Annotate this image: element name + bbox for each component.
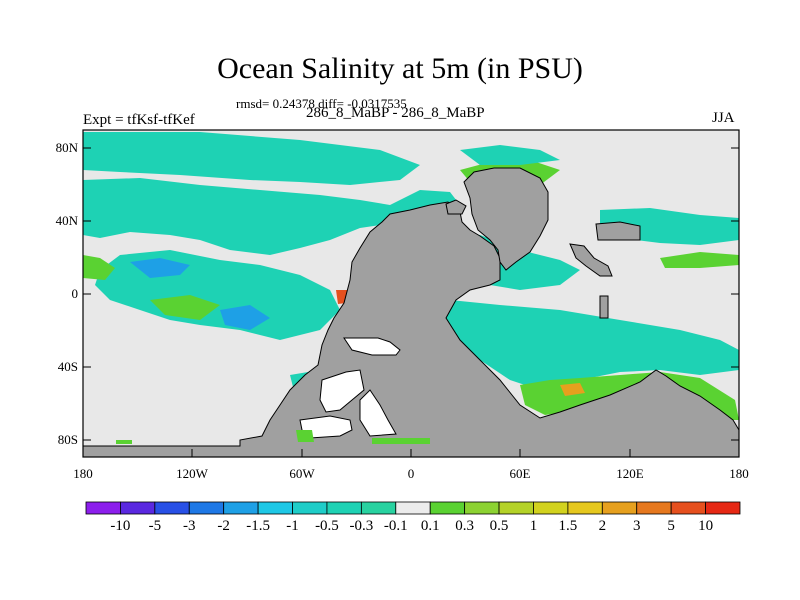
anomaly-patch <box>460 145 560 165</box>
x-tick-label: 0 <box>407 466 415 481</box>
colorbar-swatch <box>292 501 328 515</box>
land-mask <box>82 167 740 458</box>
colorbar-swatch <box>326 501 362 515</box>
colorbar-label: -10 <box>110 518 131 534</box>
colorbar-swatch <box>670 501 706 515</box>
colorbar-label: -0.5 <box>315 518 339 534</box>
colorbar-swatch <box>464 501 500 515</box>
colorbar-swatch <box>154 501 190 515</box>
salinity-anomaly-field <box>83 132 739 440</box>
land-polygon <box>82 201 740 458</box>
x-tick-label: 60E <box>509 466 531 481</box>
land-polygon <box>463 167 549 271</box>
colorbar-swatch <box>567 501 603 515</box>
land-polygon <box>599 295 609 319</box>
anomaly-patch <box>83 255 115 280</box>
anomaly-patch <box>116 440 132 444</box>
y-tick-label: 40S <box>57 359 78 374</box>
anomaly-patch <box>130 258 190 278</box>
colorbar-swatch <box>429 501 466 515</box>
colorbar-label: 0.3 <box>455 518 474 534</box>
colorbar-swatch <box>188 501 225 515</box>
colorbar-swatch <box>360 501 397 515</box>
colorbar-label: 5 <box>667 518 675 534</box>
anomaly-patch <box>83 132 420 185</box>
nodata-region <box>359 389 397 437</box>
coastal-anomalies <box>116 430 430 444</box>
colorbar-swatch <box>498 501 534 515</box>
anomaly-patch <box>445 300 739 390</box>
colorbar-label: -1 <box>286 518 299 534</box>
colorbar-swatch <box>120 501 156 515</box>
colorbar-label: -2 <box>217 518 230 534</box>
colorbar-swatch <box>601 501 638 515</box>
anomaly-patch <box>150 295 220 320</box>
colorbar-label: -1.5 <box>246 518 270 534</box>
colorbar-swatch <box>636 501 672 515</box>
anomaly-patch <box>660 252 739 268</box>
nodata-region <box>343 337 401 356</box>
colorbar-label: -5 <box>148 518 162 534</box>
comparison-label: 286_8_MaBP - 286_8_MaBP <box>306 105 485 121</box>
y-axis-ticks <box>83 147 739 441</box>
y-tick-label: 80S <box>57 432 78 447</box>
colorbar-label: 3 <box>632 518 641 534</box>
colorbar-swatch <box>257 501 293 515</box>
experiment-label: Expt = tfKsf-tfKef <box>83 112 195 128</box>
colorbar-label: 1 <box>529 518 538 534</box>
nodata-region <box>319 369 365 413</box>
season-label: JJA <box>712 110 735 126</box>
rmsd-diff-subtitle: rmsd= 0.24378 diff= -0.0317535 <box>236 96 407 111</box>
land-polygon <box>569 243 613 277</box>
y-tick-label: 80N <box>55 140 78 155</box>
colorbar-swatch <box>85 501 121 515</box>
colorbar-label: -3 <box>183 518 196 534</box>
x-axis-ticks <box>82 449 740 457</box>
y-tick-label: 40N <box>55 213 78 228</box>
x-tick-label: 180 <box>73 466 93 481</box>
anomaly-patch <box>296 430 314 442</box>
colorbar-label: -0.1 <box>383 518 408 534</box>
anomaly-patch <box>83 178 460 255</box>
map-title: Ocean Salinity at 5m (in PSU) <box>217 52 583 85</box>
colorbar-label: 1.5 <box>558 518 578 534</box>
colorbar-swatch <box>533 501 569 515</box>
x-tick-label: 120W <box>176 466 208 481</box>
x-tick-label: 180 <box>729 466 749 481</box>
colorbar-label: 2 <box>598 518 607 534</box>
colorbar-label: -0.3 <box>349 518 374 534</box>
land-polygon <box>445 199 467 215</box>
colorbar-label: 10 <box>698 518 714 534</box>
colorbar-label: 0.5 <box>489 518 509 534</box>
x-tick-label: 120E <box>616 466 644 481</box>
anomaly-patch <box>560 383 585 396</box>
y-tick-label: 0 <box>71 286 79 301</box>
colorbar-swatch <box>705 501 741 515</box>
colorbar-label: 0.1 <box>420 518 440 534</box>
x-tick-label: 60W <box>289 466 315 481</box>
anomaly-patch <box>372 438 430 444</box>
colorbar-swatch <box>395 501 431 515</box>
colorbar <box>85 501 741 515</box>
colorbar-swatch <box>223 501 259 515</box>
anomaly-patch <box>220 305 270 330</box>
land-polygon <box>595 221 641 241</box>
